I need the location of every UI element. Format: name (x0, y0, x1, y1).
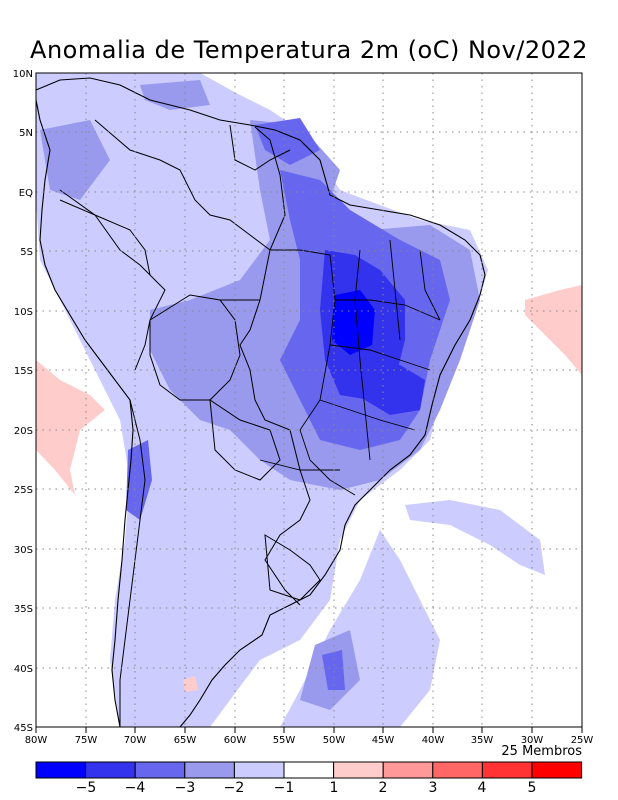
y-tick-label: 10S (14, 307, 33, 318)
x-tick-label: 25W (571, 735, 594, 746)
anomaly-region-neg3-sea (322, 650, 345, 690)
y-tick-label: EQ (19, 188, 33, 199)
anomaly-region-neg2-west (40, 120, 110, 200)
ensemble-members: 25 Membros (501, 744, 582, 759)
y-tick-label: 30S (14, 545, 33, 556)
map-title: Anomalia de Temperatura 2m (oC) Nov/2022 (30, 36, 588, 64)
x-tick-label: 45W (372, 735, 395, 746)
colorbar-swatch (531, 761, 583, 779)
colorbar-swatches (35, 761, 583, 779)
y-tick-label: 5S (20, 247, 33, 258)
x-tick-label: 40W (422, 735, 445, 746)
colorbar-label: −5 (76, 780, 97, 796)
x-tick-label: 30W (521, 735, 544, 746)
colombia-border (59, 189, 151, 276)
x-tick-marks (35, 727, 583, 733)
anomaly-shading (36, 73, 582, 727)
anomaly-region-neg1-atlantic (405, 500, 545, 575)
y-tick-label: 20S (14, 426, 33, 437)
south-america-coastline (35, 77, 486, 728)
colorbar-swatch (432, 761, 483, 779)
colorbar-swatch (35, 761, 87, 779)
colorbar-swatch (233, 761, 285, 779)
anomaly-region-neg4-east (365, 365, 425, 415)
map-frame (35, 72, 583, 728)
x-tick-label: 55W (273, 735, 296, 746)
anomaly-region-pos1-west (36, 360, 105, 495)
colorbar-swatch (481, 761, 533, 779)
y-tick-label: 25S (14, 485, 33, 496)
colorbar-swatch (283, 761, 335, 779)
guianas-border (229, 124, 291, 171)
country-borders (59, 119, 321, 727)
x-tick-label: 75W (75, 735, 98, 746)
colorbar-label: 1 (330, 780, 339, 796)
colorbar-swatch (184, 761, 235, 779)
colorbar-label: 4 (478, 780, 487, 796)
anomaly-region-neg2-north (140, 80, 210, 110)
colorbar-label: −3 (175, 780, 196, 796)
colorbar-label: 2 (379, 780, 388, 796)
y-tick-label: 35S (14, 604, 33, 615)
argentina-chile-border (119, 399, 146, 727)
y-tick-label: 15S (14, 366, 33, 377)
colorbar-label: 3 (429, 780, 438, 796)
colombia-venezuela-border (94, 119, 271, 251)
y-tick-label: 45S (14, 723, 33, 734)
x-tick-label: 65W (174, 735, 197, 746)
anomaly-region-pos1-east (525, 285, 582, 375)
y-tick-label: 10N (13, 69, 33, 80)
colorbar-swatch (333, 761, 384, 779)
bolivia-border (149, 294, 241, 401)
colorbar-label: 5 (528, 780, 537, 796)
colorbar-label: −1 (274, 780, 295, 796)
graticule (36, 73, 582, 727)
colorbar-swatch (85, 761, 136, 779)
x-tick-label: 35W (471, 735, 494, 746)
x-tick-label: 80W (25, 735, 48, 746)
x-tick-label: 50W (323, 735, 346, 746)
colorbar-label: −2 (224, 780, 245, 796)
anomaly-region-neg3-andes (126, 440, 152, 520)
state-borders (220, 239, 441, 496)
coastlines (35, 77, 486, 728)
anomaly-region-neg5 (332, 290, 375, 355)
brazil-border (239, 126, 311, 606)
y-tick-label: 40S (14, 664, 33, 675)
uruguay-border (264, 534, 321, 601)
colorbar: −5 −4 −3 −2 −1 1 2 3 4 5 (35, 761, 583, 796)
colorbar-swatch (382, 761, 434, 779)
x-tick-label: 60W (224, 735, 247, 746)
y-tick-label: 5N (19, 128, 33, 139)
colorbar-label: −4 (125, 780, 146, 796)
colorbar-swatch (134, 761, 186, 779)
paraguay-border (209, 398, 281, 481)
peru-border (59, 199, 166, 371)
anomaly-region-pos1-small (183, 676, 198, 692)
x-tick-label: 70W (124, 735, 147, 746)
